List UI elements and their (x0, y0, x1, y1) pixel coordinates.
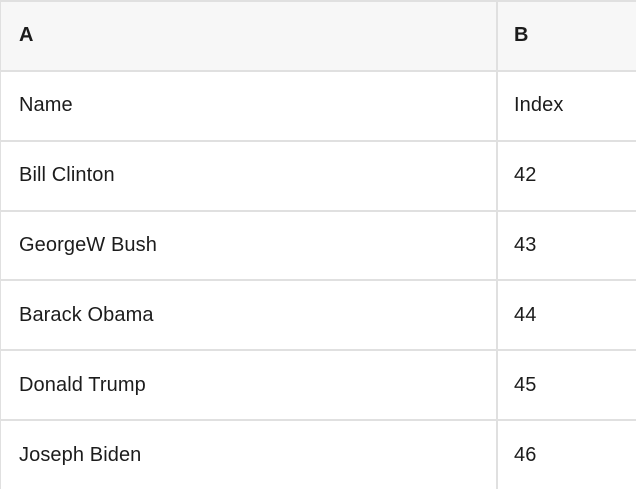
table-row: GeorgeW Bush 43 (1, 211, 636, 282)
cell-name[interactable]: Bill Clinton (1, 141, 498, 210)
table-row: Bill Clinton 42 (1, 141, 636, 212)
cell-name[interactable]: GeorgeW Bush (1, 211, 498, 280)
column-header-a[interactable]: A (1, 2, 498, 70)
cell-index[interactable]: Index (514, 94, 564, 117)
cell-name[interactable]: Joseph Biden (1, 421, 498, 489)
cell-index[interactable]: 43 (514, 234, 537, 256)
cell-index[interactable]: 42 (514, 164, 537, 187)
column-header-b[interactable]: B (498, 2, 636, 70)
cell-name[interactable]: Name (1, 71, 498, 140)
cell-index[interactable]: 44 (514, 303, 537, 326)
table-row: Donald Trump 45 (1, 351, 636, 422)
cell-name[interactable]: Barack Obama (1, 281, 498, 350)
cell-name[interactable]: Donald Trump (1, 351, 498, 420)
cell-index[interactable]: 45 (514, 373, 537, 396)
table-row: Barack Obama 44 (1, 281, 636, 352)
cell-index[interactable]: 46 (514, 443, 537, 466)
table-row: Name Index (1, 71, 636, 142)
table-row: Joseph Biden 46 (1, 421, 636, 489)
header-row: A B (1, 2, 636, 72)
